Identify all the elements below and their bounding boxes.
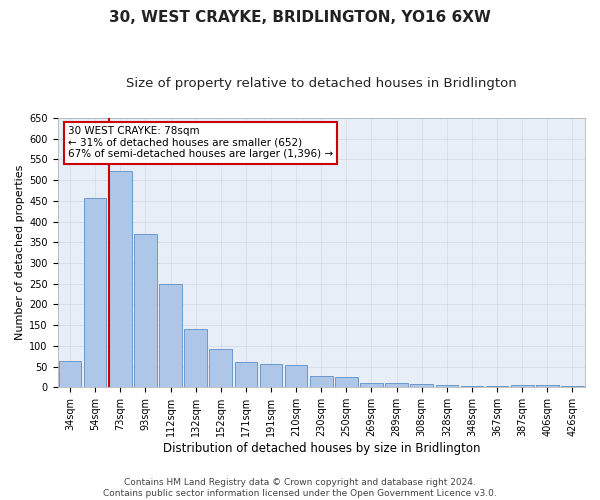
- Bar: [235, 362, 257, 388]
- Bar: [159, 284, 182, 388]
- Text: Contains HM Land Registry data © Crown copyright and database right 2024.
Contai: Contains HM Land Registry data © Crown c…: [103, 478, 497, 498]
- Bar: [184, 330, 207, 388]
- Bar: [486, 386, 508, 388]
- Bar: [285, 364, 307, 388]
- Bar: [410, 384, 433, 388]
- Bar: [360, 383, 383, 388]
- Text: 30 WEST CRAYKE: 78sqm
← 31% of detached houses are smaller (652)
67% of semi-det: 30 WEST CRAYKE: 78sqm ← 31% of detached …: [68, 126, 333, 160]
- Y-axis label: Number of detached properties: Number of detached properties: [15, 165, 25, 340]
- Bar: [335, 376, 358, 388]
- Bar: [536, 386, 559, 388]
- X-axis label: Distribution of detached houses by size in Bridlington: Distribution of detached houses by size …: [163, 442, 480, 455]
- Bar: [109, 172, 131, 388]
- Title: Size of property relative to detached houses in Bridlington: Size of property relative to detached ho…: [126, 78, 517, 90]
- Bar: [209, 349, 232, 388]
- Bar: [511, 385, 533, 388]
- Bar: [260, 364, 283, 388]
- Bar: [436, 386, 458, 388]
- Text: 30, WEST CRAYKE, BRIDLINGTON, YO16 6XW: 30, WEST CRAYKE, BRIDLINGTON, YO16 6XW: [109, 10, 491, 25]
- Bar: [134, 234, 157, 388]
- Bar: [385, 383, 408, 388]
- Bar: [561, 386, 584, 388]
- Bar: [310, 376, 332, 388]
- Bar: [461, 386, 483, 388]
- Bar: [84, 198, 106, 388]
- Bar: [59, 361, 82, 388]
